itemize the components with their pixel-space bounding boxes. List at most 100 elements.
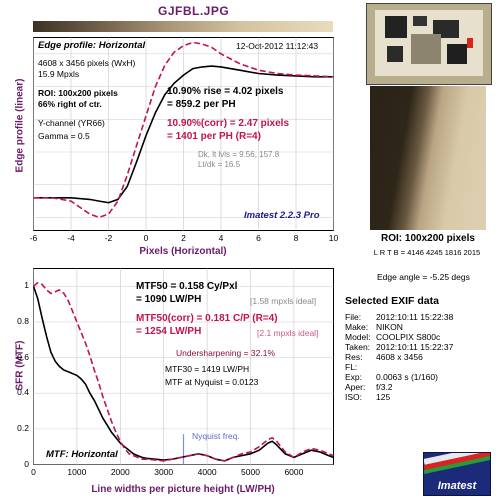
top-tick-labels: -6 -4 -2 0 2 4 6 8 10 xyxy=(29,233,339,243)
chart-square-4 xyxy=(387,46,403,62)
exif-key: Res: xyxy=(345,352,363,362)
chart-square-5 xyxy=(447,44,467,64)
bottom-y-tick-label: 0.6 xyxy=(17,351,29,362)
bottom-x-tick-label: 6000 xyxy=(284,467,304,477)
top-xlabel: Pixels (Horizontal) xyxy=(139,246,227,257)
gamma: Gamma = 0.5 xyxy=(38,131,90,141)
logo-text: Imatest xyxy=(437,480,477,492)
top-series xyxy=(33,41,334,219)
exif-key: Taken: xyxy=(345,342,371,352)
bottom-x-tick-label: 5000 xyxy=(241,467,260,477)
mtf50-line2: = 1090 LW/PH xyxy=(136,294,202,305)
roi-coords: L R T B = 4146 4245 1816 2015 xyxy=(373,248,481,257)
file-title: GJFBL.JPG xyxy=(158,4,230,18)
exif-row: ISO: 125 xyxy=(345,392,495,402)
bottom-y-tick-label: 0.4 xyxy=(17,387,29,398)
bottom-x-tick-label: 0 xyxy=(31,467,36,477)
mtf50c-line1: MTF50(corr) = 0.181 C/P (R=4) xyxy=(136,313,278,324)
bottom-grid xyxy=(33,268,334,465)
imatest-version: Imatest 2.2.3 Pro xyxy=(244,210,320,221)
roi-line1: ROI: 100x200 pixels xyxy=(38,88,118,98)
exif-value: 2012:10:11 15:22:37 xyxy=(376,342,454,352)
mtf-measured-line xyxy=(33,286,334,462)
edge-angle: Edge angle = -5.25 degs xyxy=(377,272,470,282)
exif-value: f/3.2 xyxy=(376,382,393,392)
mtf50c-line2: = 1254 LW/PH xyxy=(136,326,202,337)
exif-value: 0.0063 s (1/160) xyxy=(376,372,438,382)
mtf-at-nyquist: MTF at Nyquist = 0.0123 xyxy=(165,377,259,387)
chart-square-3 xyxy=(433,20,459,38)
exif-key: Model: xyxy=(345,332,371,342)
undersharpening: Undersharpening = 32.1% xyxy=(176,348,275,358)
top-x-tick-label: -2 xyxy=(104,233,113,243)
test-chart-thumbnail xyxy=(366,3,492,85)
exif-value: 4608 x 3456 xyxy=(376,352,423,362)
corr-line1: 10.90%(corr) = 2.47 pixels xyxy=(167,118,290,129)
bottom-series xyxy=(33,281,334,462)
bottom-x-tick-label: 2000 xyxy=(110,467,130,477)
mtf50c-ideal: [2.1 mpxls ideal] xyxy=(257,328,319,338)
bottom-y-tick-label: 0.2 xyxy=(17,422,29,433)
roi-line2: 66% right of ctr. xyxy=(38,99,102,109)
bottom-heading: MTF: Horizontal xyxy=(46,449,118,460)
top-heading: Edge profile: Horizontal xyxy=(38,40,146,51)
exif-row: FL: xyxy=(345,362,495,372)
bottom-x-tick-label: 4000 xyxy=(197,467,217,477)
corr-line2: = 1401 per PH (R=4) xyxy=(167,131,261,142)
info-mpxls: 15.9 Mpxls xyxy=(38,69,80,79)
bottom-x-tick-label: 1000 xyxy=(67,467,87,477)
roi-caption: ROI: 100x200 pixels xyxy=(381,233,475,244)
exif-row: Make: NIKON xyxy=(345,322,495,332)
exif-key: Make: xyxy=(345,322,369,332)
rise-line2: = 859.2 per PH xyxy=(167,99,236,110)
mtf30: MTF30 = 1419 LW/PH xyxy=(165,364,250,374)
top-date: 12-Oct-2012 11:12:43 xyxy=(236,41,319,51)
bottom-y-tick-label: 0.8 xyxy=(17,315,29,326)
channel: Y-channel (YR66) xyxy=(38,118,105,128)
mtf50-ideal: [1.58 mpxls ideal] xyxy=(250,296,317,306)
roi-marker xyxy=(467,38,473,48)
chart-gray-center xyxy=(411,34,441,64)
top-x-tick-label: -4 xyxy=(67,233,75,243)
chart-square-1 xyxy=(385,16,407,38)
bottom-y-tick-label: 0 xyxy=(24,458,29,469)
bottom-y-tick-label: 1 xyxy=(24,280,29,291)
exif-row: File: 2012:10:11 15:22:38 xyxy=(345,312,495,322)
exif-value: 2012:10:11 15:22:38 xyxy=(376,312,454,322)
mtf-corrected-line xyxy=(33,281,334,462)
top-x-tick-label: -6 xyxy=(29,233,38,243)
top-x-tick-label: 8 xyxy=(293,233,299,243)
edge-strip-thumbnail xyxy=(33,21,333,32)
exif-key: Exp: xyxy=(345,372,363,382)
edge-profile-measured-line xyxy=(33,65,334,204)
exif-key: ISO: xyxy=(345,392,363,402)
bottom-xlabel: Line widths per picture height (LW/PH) xyxy=(91,484,275,495)
exif-row: Aper: f/3.2 xyxy=(345,382,495,392)
mtf-plot xyxy=(33,268,334,465)
exif-value: COOLPIX S800c xyxy=(376,332,441,342)
rise-line1: 10.90% rise = 4.02 pixels xyxy=(167,86,284,97)
exif-key: FL: xyxy=(345,362,358,372)
nyquist-label: Nyquist freq. xyxy=(192,431,240,441)
top-grid xyxy=(33,37,334,231)
mtf50-line1: MTF50 = 0.158 Cy/Pxl xyxy=(136,281,238,292)
exif-row: Res: 4608 x 3456 xyxy=(345,352,495,362)
dk-line2: Lt/dk = 16.5 xyxy=(198,160,241,169)
imatest-logo: Imatest xyxy=(423,452,491,496)
roi-crop-image xyxy=(370,86,486,230)
dk-line1: Dk, lt lvls = 9.56, 157.8 xyxy=(198,150,280,159)
top-x-tick-label: 0 xyxy=(143,233,149,243)
top-x-tick-label: 6 xyxy=(256,233,261,243)
top-x-tick-label: 10 xyxy=(328,233,339,243)
exif-value: 125 xyxy=(376,392,391,402)
exif-title: Selected EXIF data xyxy=(345,295,439,307)
bottom-plot-frame xyxy=(33,268,334,465)
top-x-tick-label: 2 xyxy=(181,233,186,243)
top-x-tick-label: 4 xyxy=(218,233,224,243)
info-pixels: 4608 x 3456 pixels (WxH) xyxy=(38,58,136,68)
exif-value: NIKON xyxy=(376,322,403,332)
chart-square-2 xyxy=(413,16,427,26)
exif-row: Model: COOLPIX S800c xyxy=(345,332,495,342)
exif-list: File: 2012:10:11 15:22:38 Make: NIKON Mode… xyxy=(345,312,495,402)
